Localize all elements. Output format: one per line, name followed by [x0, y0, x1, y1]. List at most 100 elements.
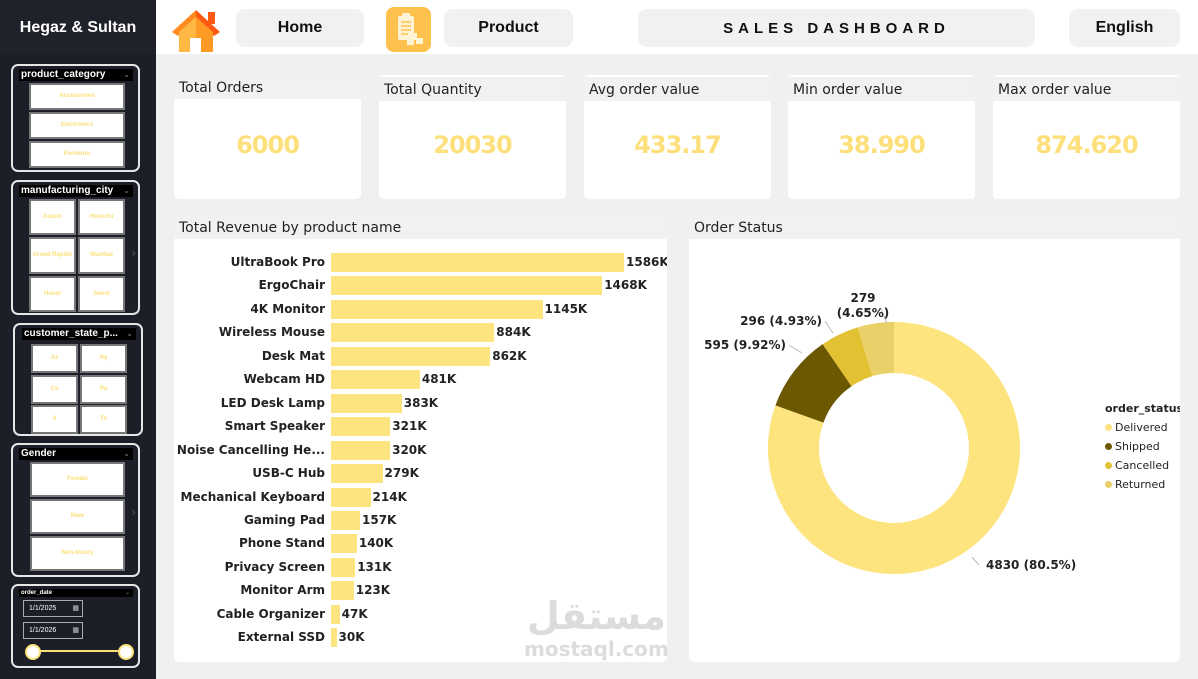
- bar[interactable]: [331, 557, 356, 577]
- date-range-end-handle[interactable]: [118, 644, 134, 660]
- watermark: مستقل mostaql.com: [524, 594, 669, 660]
- bar[interactable]: [331, 487, 371, 507]
- top-navigation: Home Product SALES DASHBOARD English: [156, 0, 1198, 54]
- slicer-header[interactable]: product_category ⌄: [19, 69, 133, 81]
- calendar-icon[interactable]: ▦: [72, 627, 79, 634]
- bar-category-label: Desk Mat: [261, 348, 325, 363]
- chevron-right-icon[interactable]: ›: [131, 505, 136, 519]
- bar-category-label: Phone Stand: [238, 536, 325, 551]
- kpi-avg-order-value: Avg order value 433.17: [584, 75, 771, 199]
- slicer-option[interactable]: Ca: [31, 375, 78, 404]
- sidebar: Hegaz & Sultan product_category ⌄ Access…: [0, 0, 156, 679]
- language-button[interactable]: English: [1069, 9, 1180, 47]
- chart-legend: order_status Delivered Shipped Cancelled Re…: [1105, 402, 1180, 494]
- bar-category-label: Cable Organizer: [216, 606, 325, 621]
- donut-data-label: 595 (9.92%): [704, 338, 786, 352]
- slicer-option[interactable]: Pa: [80, 375, 127, 404]
- donut-slice-delivered[interactable]: [768, 322, 1020, 574]
- bar[interactable]: [331, 464, 383, 484]
- slicer-header[interactable]: order_date ⌄: [19, 589, 133, 597]
- slicer-option[interactable]: Accessories: [29, 83, 125, 110]
- bar-value-label: 481K: [421, 372, 457, 387]
- chart-title: Total Revenue by product name: [174, 216, 667, 239]
- slicer-product-category: product_category ⌄ Accessories Electroni…: [11, 64, 140, 172]
- slicer-option[interactable]: Female: [30, 462, 125, 497]
- slicer-option[interactable]: Electronics: [29, 112, 125, 139]
- bar[interactable]: [331, 417, 391, 437]
- slicer-option[interactable]: Hsinchu: [78, 199, 125, 235]
- slicer-option[interactable]: Ny: [80, 344, 127, 373]
- legend-item[interactable]: Cancelled: [1105, 456, 1180, 475]
- bar[interactable]: [331, 628, 337, 648]
- end-date-input[interactable]: 1/1/2026 ▦: [23, 622, 83, 639]
- bar[interactable]: [331, 253, 624, 272]
- slicer-header[interactable]: manufacturing_city ⌄: [19, 185, 133, 197]
- slicer-option[interactable]: Seoul: [78, 276, 125, 312]
- slicer-option[interactable]: Az: [31, 344, 78, 373]
- donut-data-label: (4.65%): [837, 306, 890, 320]
- bar[interactable]: [331, 604, 340, 624]
- chevron-down-icon[interactable]: ⌄: [123, 449, 130, 458]
- chevron-down-icon[interactable]: ⌄: [124, 590, 130, 596]
- home-button[interactable]: Home: [236, 9, 364, 47]
- donut-svg: 4830 (80.5%) 595 (9.92%) 296 (4.93%) 279(4.…: [704, 291, 1076, 574]
- slicer-option[interactable]: Austin: [29, 199, 76, 235]
- kpi-total-orders: Total Orders 6000: [174, 75, 361, 199]
- legend-item[interactable]: Shipped: [1105, 437, 1180, 456]
- date-range-track[interactable]: [33, 650, 126, 652]
- slicer-option[interactable]: Grand Rapids: [29, 237, 76, 274]
- slicer-option[interactable]: Male: [30, 499, 125, 534]
- slicer-header[interactable]: customer_state_p... ⌄: [22, 328, 136, 340]
- slicer-option[interactable]: Mumbai: [78, 237, 125, 274]
- bar[interactable]: [331, 323, 495, 343]
- donut-slice-returned[interactable]: [857, 322, 894, 377]
- legend-label: Cancelled: [1115, 459, 1170, 472]
- clipboard-boxes-icon[interactable]: [386, 7, 431, 52]
- bar[interactable]: [331, 276, 603, 296]
- slicer-title: order_date: [21, 590, 53, 596]
- brand-title: Hegaz & Sultan: [0, 0, 156, 54]
- product-button[interactable]: Product: [444, 9, 573, 47]
- bar[interactable]: [331, 346, 491, 366]
- bar-category-label: USB-C Hub: [252, 466, 325, 481]
- bar-value-label: 1468K: [604, 278, 647, 293]
- bar[interactable]: [331, 299, 543, 319]
- kpi-title: Avg order value: [584, 77, 771, 101]
- bar[interactable]: [331, 581, 354, 601]
- house-icon[interactable]: [170, 8, 222, 52]
- date-range-start-handle[interactable]: [25, 644, 41, 660]
- bar[interactable]: [331, 393, 402, 413]
- chevron-down-icon[interactable]: ⌄: [123, 70, 130, 79]
- bar-category-label: Mechanical Keyboard: [180, 489, 325, 504]
- donut-slice-shipped[interactable]: [775, 344, 852, 423]
- bar-value-label: 884K: [496, 325, 531, 340]
- bar[interactable]: [331, 370, 420, 390]
- bar[interactable]: [331, 440, 391, 460]
- start-date-input[interactable]: 1/1/2025 ▦: [23, 600, 83, 617]
- chart-title: Order Status: [689, 216, 1180, 239]
- leader-line: [824, 320, 834, 334]
- legend-item[interactable]: Delivered: [1105, 418, 1180, 437]
- slicer-option[interactable]: Il: [31, 405, 78, 434]
- bar-category-label: Monitor Arm: [240, 583, 325, 598]
- chevron-right-icon[interactable]: ›: [131, 246, 136, 260]
- bar-category-label: Privacy Screen: [224, 559, 325, 574]
- chevron-down-icon[interactable]: ⌄: [123, 186, 130, 195]
- bar[interactable]: [331, 534, 357, 554]
- slicer-option[interactable]: Hanoi: [29, 276, 76, 312]
- bar[interactable]: [331, 510, 360, 530]
- calendar-icon[interactable]: ▦: [72, 605, 79, 612]
- slicer-option[interactable]: Furniture: [29, 141, 125, 168]
- bar-value-label: 140K: [358, 536, 394, 551]
- legend-label: Shipped: [1115, 440, 1160, 453]
- kpi-value: 6000: [236, 131, 300, 159]
- slicer-option[interactable]: Tx: [80, 405, 127, 434]
- bar-value-label: 131K: [357, 559, 392, 574]
- legend-dot-icon: [1105, 443, 1112, 450]
- slicer-option[interactable]: Non-binary: [30, 536, 125, 571]
- watermark-arabic: مستقل: [526, 594, 666, 638]
- chevron-down-icon[interactable]: ⌄: [126, 329, 133, 338]
- legend-item[interactable]: Returned: [1105, 475, 1180, 494]
- slicer-header[interactable]: Gender ⌄: [19, 448, 133, 460]
- donut-slice-cancelled[interactable]: [822, 327, 873, 387]
